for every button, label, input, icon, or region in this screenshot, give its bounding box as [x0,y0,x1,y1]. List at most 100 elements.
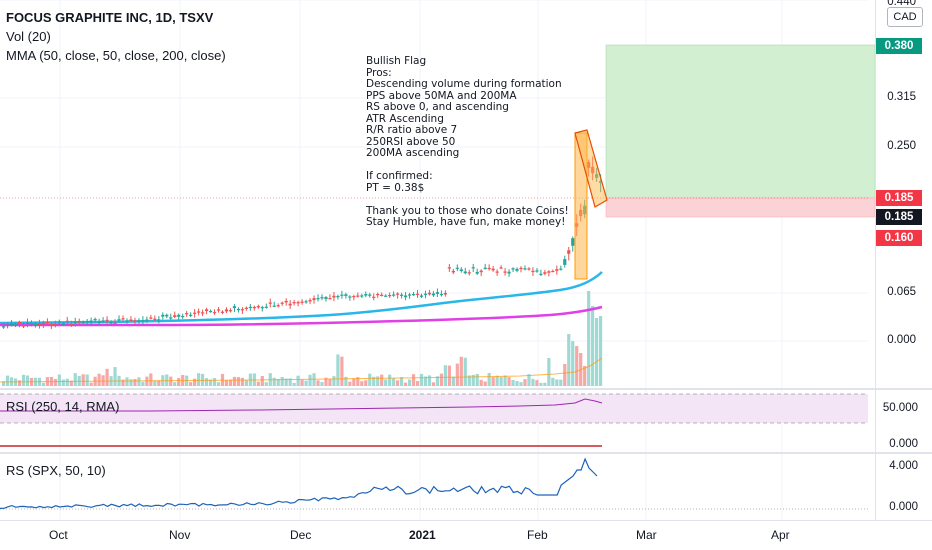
volume-bar [157,380,161,386]
volume-bar [304,380,308,386]
volume-bar [89,382,93,386]
candle-body [9,323,14,325]
candle-body [551,270,555,273]
price-axis-label: 0.065 [887,286,916,298]
candle-body [153,318,157,320]
flag-channel [574,129,608,208]
volume-bar [372,376,376,386]
volume-bar [531,378,535,386]
candle-body [511,268,515,270]
volume-bar [499,376,503,386]
candle-body [407,294,412,296]
candle-body [21,325,26,327]
candle-body [451,270,455,273]
volume-bar [360,381,364,386]
time-axis-label: Oct [49,528,68,542]
candle-body [328,298,332,300]
candle-body [232,306,237,309]
take-profit-price-tag: 0.380 [876,38,922,54]
volume-bar [284,378,288,386]
volume-bar [272,377,276,386]
volume-bar [141,381,145,386]
candle-body [197,311,201,313]
candle-body [236,309,241,311]
candle-body [117,319,121,321]
candle-body [503,271,507,273]
volume-bar [177,378,181,386]
candle-body [177,314,181,317]
candle-body [17,321,22,324]
candle-body [284,300,288,303]
bullish-flag-drawing[interactable] [574,129,608,280]
candle-body [101,320,105,322]
risk-reward-zones[interactable] [0,44,876,218]
volume-bar [296,375,300,386]
volume-bar [348,381,352,386]
candle-body [539,273,543,275]
currency-button[interactable]: CAD [887,7,923,27]
candle-body [455,267,459,269]
volume-bar [400,377,404,386]
moving-averages [0,271,603,327]
volume-bar [324,377,328,386]
candle-body [65,320,69,322]
volume-bar [475,373,479,386]
volume-bar [97,373,101,386]
candle-body [89,320,93,323]
volume-bar [503,375,507,386]
candle-body [280,302,284,304]
note-line: ATR Ascending [366,112,444,125]
candle-body [543,272,547,274]
note-line: Thank you to those who donate Coins! [366,204,569,217]
note-line: RS above 0, and ascending [366,101,509,113]
candle-body [201,312,205,314]
candle-body [547,271,551,273]
volume-bar [17,380,22,386]
volume-bar [41,382,45,386]
volume-bar [276,379,280,386]
volume-bar [356,377,360,386]
candle-body [515,268,519,271]
volume-bar [328,379,332,386]
pane-separators[interactable] [0,0,932,521]
volume-bar [407,379,412,386]
volume-indicator-label[interactable]: Vol (20) [6,29,51,44]
text-annotation[interactable]: Bullish Flag Pros: Descending volume durin… [366,55,569,229]
candle-body [332,295,336,298]
volume-bar [591,306,595,386]
volume-bar [571,341,575,386]
candle-body [344,294,348,296]
volume-bar [260,376,264,386]
volume-bar [232,376,237,386]
chart-legend: FOCUS GRAPHITE INC, 1D, TSXV Vol (20) MM… [6,8,226,65]
candle-body [368,294,372,296]
candle-body [324,297,328,300]
volume-bar [153,380,157,386]
candle-body [431,293,436,296]
candle-body [169,317,173,319]
volume-bar [419,373,424,386]
volume-bar [495,375,499,386]
volume-bar [288,378,292,386]
price-axis-label: 0.315 [887,91,916,103]
volume-bar [403,382,408,386]
volume-bars [0,291,603,386]
note-line: Pros: [366,66,392,79]
mma-indicator-label[interactable]: MMA (50, close, 50, close, 200, close) [6,48,226,63]
volume-bar [2,381,6,386]
rs-indicator-label[interactable]: RS (SPX, 50, 10) [6,463,106,478]
volume-bar [129,379,133,386]
candle-body [97,321,101,324]
symbol-title[interactable]: FOCUS GRAPHITE INC, 1D, TSXV [6,10,214,25]
volume-bar [85,374,89,386]
time-axis-label: Feb [527,528,548,542]
price-axis-label: 0.250 [887,140,916,152]
candle-body [41,322,45,325]
volume-bar [435,376,440,386]
candle-body [208,310,213,313]
volume-bar [212,378,217,386]
candle-body [443,292,447,295]
rsi-indicator-label[interactable]: RSI (250, 14, RMA) [6,399,120,414]
candle-body [216,309,221,311]
